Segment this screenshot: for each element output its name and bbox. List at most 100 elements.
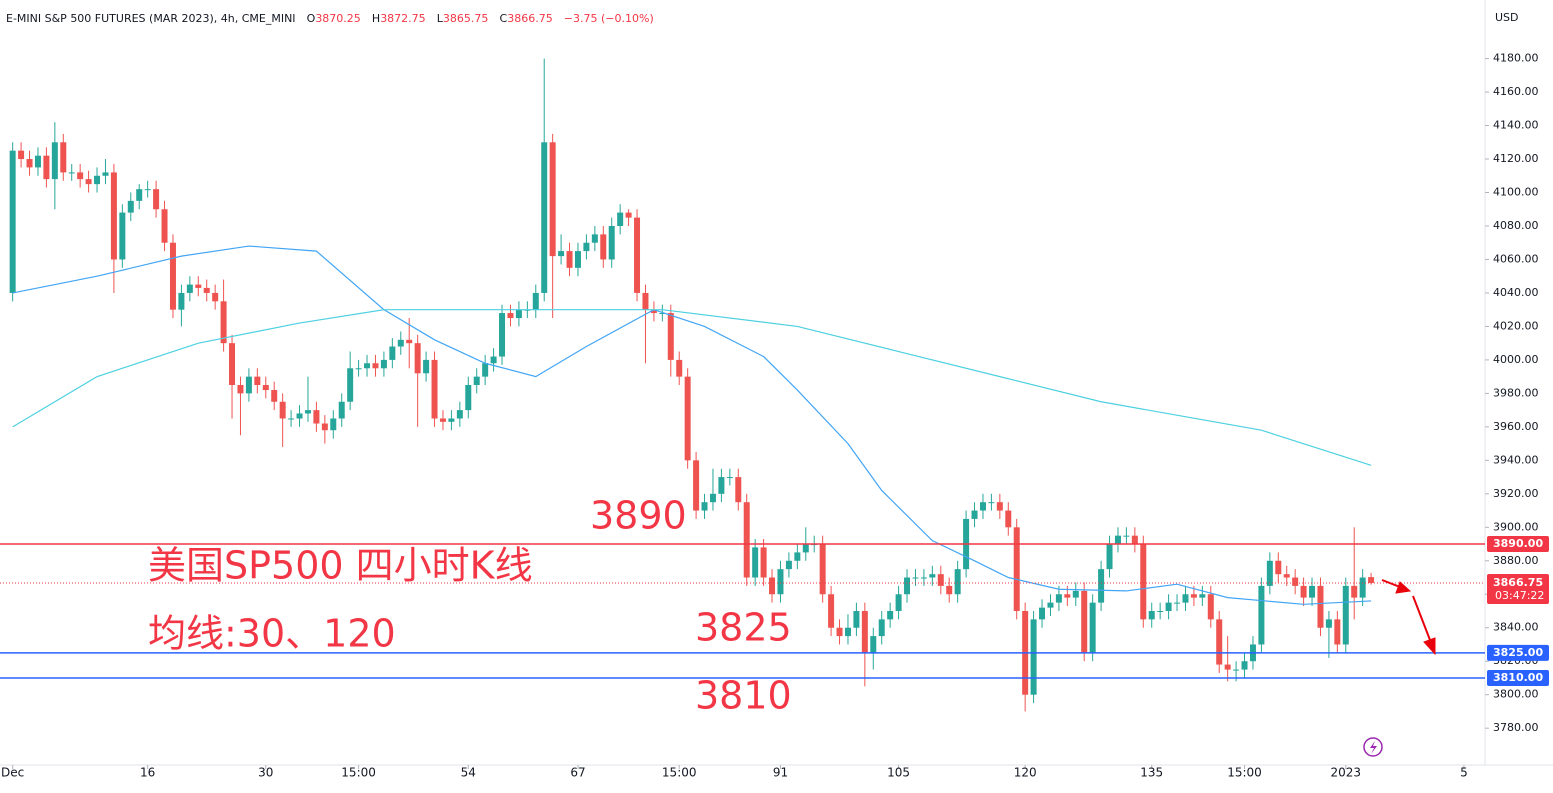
lightning-icon[interactable]: [1363, 737, 1383, 757]
ohlc-key: H: [372, 12, 380, 25]
candle-body: [1174, 602, 1181, 604]
candle-body: [1089, 602, 1096, 653]
y-tick-label: 3900.00: [1493, 520, 1539, 533]
candle-body: [1241, 661, 1248, 670]
y-tick-label: 4120.00: [1493, 152, 1539, 165]
y-tick-label: 3800.00: [1493, 688, 1539, 701]
candle-body: [186, 284, 193, 293]
x-tick-label: 30: [258, 766, 273, 780]
candle-body: [220, 301, 227, 344]
price-label-box: [1487, 573, 1549, 604]
candle-body: [769, 577, 776, 595]
candle-body: [1030, 619, 1037, 695]
candle-body: [1325, 619, 1332, 628]
x-tick-label: 91: [773, 766, 788, 780]
candle-body: [684, 376, 691, 461]
price-label-box: [1487, 669, 1549, 686]
candle-body: [34, 155, 41, 168]
candle-body: [1224, 664, 1231, 670]
candle-body: [1123, 535, 1130, 537]
candle-body: [844, 627, 851, 637]
candle-body: [68, 172, 75, 174]
candle-body: [929, 574, 936, 578]
moving-average-line: [12, 245, 1372, 605]
annotation: 均线:30、120: [148, 612, 396, 656]
plot-area: [0, 58, 1485, 712]
candle-body: [558, 251, 565, 257]
candle-body: [1157, 610, 1164, 612]
x-tick-label: 67: [570, 766, 585, 780]
candle-body: [1317, 585, 1324, 628]
candle-body: [330, 418, 337, 431]
candle-body: [1005, 510, 1012, 528]
candle-body: [1309, 585, 1316, 598]
candle-body: [1266, 560, 1273, 586]
candle-body: [406, 339, 413, 344]
candle-body: [752, 547, 759, 578]
moving-average-line: [12, 309, 1372, 466]
candle-body: [254, 376, 261, 386]
candle-body: [473, 376, 480, 386]
icon-bolt[interactable]: [1370, 741, 1377, 754]
candle-body: [625, 212, 632, 218]
candle-body: [1190, 594, 1197, 598]
candle-body: [102, 172, 109, 176]
candle-body: [355, 368, 362, 370]
ohlc-value: 3870.25: [315, 12, 361, 25]
candle-body: [18, 150, 25, 160]
candle-body: [397, 339, 404, 347]
candle-body: [195, 284, 202, 288]
y-tick-label: 4040.00: [1493, 286, 1539, 299]
candle-body: [448, 418, 455, 422]
candle-body: [912, 577, 919, 579]
x-tick-label: 120: [1014, 766, 1037, 780]
icon-circle[interactable]: [1363, 737, 1383, 757]
ohlc-value: 3866.75: [507, 12, 553, 25]
candle-body: [946, 585, 953, 595]
y-tick-label: 4020.00: [1493, 319, 1539, 332]
x-tick-label: 5: [1460, 766, 1468, 780]
annotation: 3825: [695, 606, 792, 650]
candle-body: [153, 189, 160, 210]
candle-body: [1275, 560, 1282, 575]
candle-body: [996, 502, 1003, 511]
candle-body: [119, 212, 126, 260]
candle-body: [414, 343, 421, 374]
candle-body: [271, 390, 278, 402]
candle-body: [364, 363, 371, 369]
ohlc-key: L: [437, 12, 444, 25]
candle-body: [304, 410, 311, 414]
candle-body: [1098, 569, 1105, 603]
arrowhead: [1395, 581, 1412, 594]
ohlc-key: O: [307, 12, 316, 25]
y-tick-label: 3960.00: [1493, 420, 1539, 433]
candle-body: [60, 142, 67, 173]
candle-body: [937, 574, 944, 586]
candle-body: [1216, 619, 1223, 665]
candle-body: [1207, 594, 1214, 620]
candle-body: [1131, 535, 1138, 545]
candle-body: [1233, 669, 1240, 671]
candle-body: [1039, 607, 1046, 620]
candle-body: [574, 251, 581, 268]
candle-body: [836, 627, 843, 637]
candle-body: [895, 594, 902, 611]
price-label: 3825.00: [1493, 646, 1543, 659]
symbol: E-MINI S&P 500 FUTURES (MAR 2023), 4h, C…: [6, 12, 296, 25]
candle-body: [1283, 574, 1290, 578]
price-label-box: [1487, 644, 1549, 661]
candle-body: [802, 544, 809, 553]
candle-body: [482, 363, 489, 377]
candle-body: [85, 179, 92, 185]
currency-label: USD: [1495, 11, 1519, 24]
candle-body: [709, 493, 716, 503]
candle-body: [920, 577, 927, 579]
y-tick-label: 3920.00: [1493, 487, 1539, 500]
candle-body: [465, 385, 472, 411]
candle-body: [1106, 544, 1113, 570]
candle-body: [1292, 577, 1299, 586]
candle-body: [785, 560, 792, 570]
price-label: 3810.00: [1493, 671, 1543, 684]
annotation: 美国SP500 四小时K线: [148, 544, 533, 588]
